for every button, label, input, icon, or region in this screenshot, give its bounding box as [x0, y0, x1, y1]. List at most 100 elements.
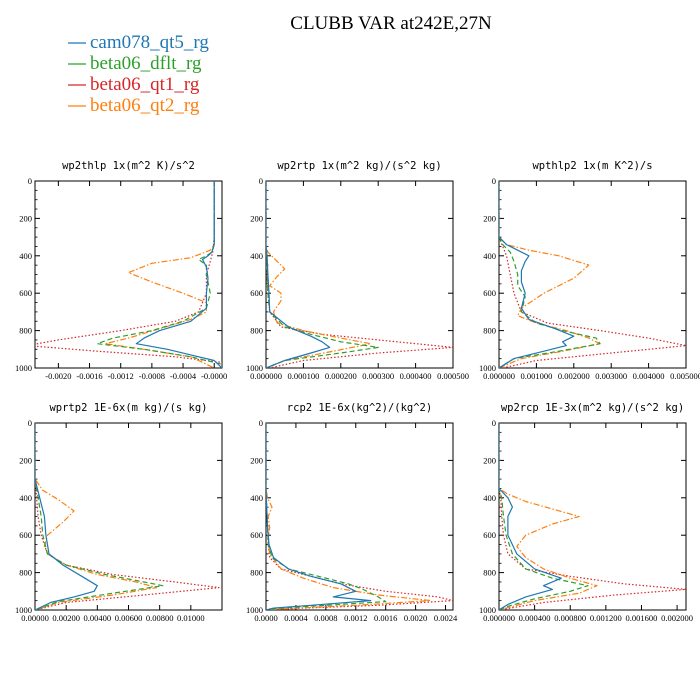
- x-tick-label: -0.0004: [170, 371, 197, 381]
- y-tick-label: 200: [483, 213, 496, 223]
- y-tick-label: 200: [250, 455, 263, 465]
- x-tick-label: 0.0012: [344, 613, 367, 623]
- x-tick-label: -0.0020: [45, 371, 71, 381]
- x-tick-label: 0.001600: [626, 613, 658, 623]
- y-tick-label: 0: [259, 418, 263, 428]
- series-line-beta06_qt1_rg: [35, 181, 222, 368]
- series-line-cam078_qt5_rg: [499, 181, 575, 368]
- y-tick-label: 1000: [15, 605, 32, 615]
- y-tick-label: 800: [250, 568, 263, 578]
- x-tick-label: 0.0016: [374, 613, 397, 623]
- y-tick-label: 600: [483, 288, 496, 298]
- plot-frame: [34, 180, 223, 369]
- series-line-beta06_qt2_rg: [499, 181, 601, 368]
- y-tick-label: 400: [483, 493, 496, 503]
- x-tick-label: -0.0000: [201, 371, 227, 381]
- y-tick-label: 1000: [246, 363, 263, 373]
- legend: cam078_qt5_rgbeta06_dflt_rgbeta06_qt1_rg…: [68, 32, 209, 116]
- series-line-beta06_dflt_rg: [499, 423, 589, 610]
- x-tick-label: 0.000100: [287, 371, 319, 381]
- x-tick-label: 0.000000: [483, 613, 515, 623]
- figure-title: CLUBB VAR at242E,27N: [290, 13, 492, 34]
- y-tick-label: 1000: [479, 363, 496, 373]
- y-tick-label: 600: [19, 288, 32, 298]
- x-tick-label: 0.0020: [404, 613, 427, 623]
- series-line-beta06_qt2_rg: [104, 181, 215, 368]
- x-tick-label: 0.000400: [400, 371, 432, 381]
- y-tick-label: 0: [492, 418, 496, 428]
- y-tick-label: 0: [492, 176, 496, 186]
- series-line-beta06_qt1_rg: [266, 181, 453, 368]
- y-tick-label: 600: [250, 530, 263, 540]
- x-tick-label: 0.0004: [284, 613, 308, 623]
- x-tick-label: 0.002000: [661, 613, 693, 623]
- x-tick-label: 0.00600: [115, 613, 143, 623]
- series-line-cam078_qt5_rg: [266, 423, 372, 610]
- panel-title: wp2rtp 1x(m^2 kg)/(s^2 kg): [277, 160, 441, 172]
- x-tick-label: 0.000800: [554, 613, 586, 623]
- y-tick-label: 800: [19, 326, 32, 336]
- panel-5: rcp2 1E-6x(kg^2)/(kg^2) 0 200 400 600 800 1000…: [246, 402, 458, 623]
- x-tick-label: -0.0012: [108, 371, 134, 381]
- y-tick-label: 1000: [479, 605, 496, 615]
- series-line-beta06_qt2_rg: [35, 423, 158, 610]
- panels: wp2thlp 1x(m^2 K)/s^2 0 200 400 600 800 1000 -0…: [15, 160, 700, 623]
- x-tick-label: 0.000000: [250, 371, 282, 381]
- series-line-beta06_qt2_rg: [266, 181, 372, 368]
- y-tick-label: 400: [483, 251, 496, 261]
- series-line-beta06_qt1_rg: [35, 423, 220, 610]
- x-tick-label: 0.004000: [633, 371, 665, 381]
- x-tick-label: 0.000400: [519, 613, 551, 623]
- plot-frame: [265, 180, 454, 369]
- series-line-cam078_qt5_rg: [266, 181, 331, 368]
- x-tick-label: 0.000300: [362, 371, 394, 381]
- y-tick-label: 1000: [15, 363, 32, 373]
- y-tick-label: 600: [250, 288, 263, 298]
- legend-label-beta06_qt1_rg: beta06_qt1_rg: [90, 74, 200, 95]
- y-tick-label: 400: [19, 251, 32, 261]
- series-line-beta06_dflt_rg: [35, 423, 164, 610]
- y-tick-label: 400: [250, 251, 263, 261]
- x-tick-label: -0.0008: [139, 371, 165, 381]
- x-tick-label: 0.000500: [437, 371, 469, 381]
- panel-title: wp2thlp 1x(m^2 K)/s^2: [62, 160, 195, 172]
- series-line-beta06_dflt_rg: [499, 181, 601, 368]
- x-tick-label: 0.002000: [558, 371, 590, 381]
- legend-label-cam078_qt5_rg: cam078_qt5_rg: [90, 32, 209, 53]
- panel-6: wp2rcp 1E-3x(m^2 kg)/(s^2 kg) 0 200 400 600 8…: [479, 402, 693, 623]
- y-tick-label: 200: [250, 213, 263, 223]
- y-tick-label: 200: [19, 455, 32, 465]
- y-tick-label: 0: [259, 176, 263, 186]
- series-line-beta06_dflt_rg: [266, 423, 387, 610]
- x-tick-label: 0.00800: [146, 613, 174, 623]
- y-tick-label: 400: [250, 493, 263, 503]
- panel-title: wp2rcp 1E-3x(m^2 kg)/(s^2 kg): [501, 402, 684, 414]
- y-tick-label: 800: [19, 568, 32, 578]
- series-line-beta06_qt2_rg: [499, 423, 598, 610]
- series-line-cam078_qt5_rg: [499, 423, 562, 610]
- x-tick-label: 0.000200: [325, 371, 357, 381]
- series-line-beta06_qt1_rg: [499, 423, 686, 610]
- x-tick-label: 0.00400: [84, 613, 112, 623]
- legend-label-beta06_dflt_rg: beta06_dflt_rg: [90, 53, 202, 74]
- x-tick-label: 0.00200: [52, 613, 80, 623]
- panel-title: wpthlp2 1x(m K^2)/s: [532, 160, 652, 172]
- y-tick-label: 600: [483, 530, 496, 540]
- x-tick-label: 0.0024: [434, 613, 458, 623]
- legend-label-beta06_qt2_rg: beta06_qt2_rg: [90, 95, 200, 116]
- panel-1: wp2thlp 1x(m^2 K)/s^2 0 200 400 600 800 1000 -0…: [15, 160, 227, 381]
- y-tick-label: 200: [483, 455, 496, 465]
- series-line-cam078_qt5_rg: [35, 423, 98, 610]
- y-tick-label: 200: [19, 213, 32, 223]
- x-tick-label: 0.005000: [670, 371, 700, 381]
- panel-4: wprtp2 1E-6x(m kg)/(s kg) 0 200 400 600 800 10…: [15, 402, 223, 623]
- y-tick-label: 0: [28, 176, 32, 186]
- y-tick-label: 1000: [246, 605, 263, 615]
- x-tick-label: 0.000000: [483, 371, 515, 381]
- y-tick-label: 800: [483, 568, 496, 578]
- y-tick-label: 800: [250, 326, 263, 336]
- x-tick-label: 0.003000: [595, 371, 627, 381]
- y-tick-label: 800: [483, 326, 496, 336]
- x-tick-label: 0.001200: [590, 613, 622, 623]
